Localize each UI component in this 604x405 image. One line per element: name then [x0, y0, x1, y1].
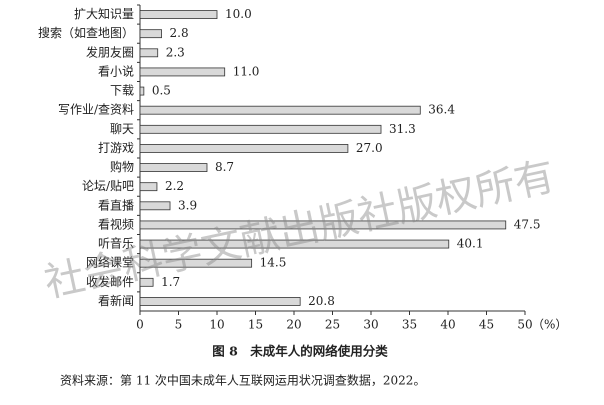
bar [139, 220, 507, 230]
y-tick-label: 收发邮件 [86, 274, 134, 289]
y-tick-label: 看小说 [98, 63, 134, 78]
bar [139, 67, 226, 77]
value-label: 1.7 [161, 275, 180, 289]
bar [139, 144, 349, 153]
y-tick-label: 看新闻 [98, 293, 134, 308]
bar [139, 239, 450, 249]
value-label: 2.3 [166, 45, 185, 59]
value-label: 40.1 [457, 237, 484, 251]
value-label: 0.5 [152, 84, 171, 98]
x-tick-label: 35 [402, 318, 417, 332]
value-label: 11.0 [233, 64, 260, 78]
bar [139, 182, 158, 192]
y-tick-label: 看视频 [98, 216, 134, 231]
x-tick-label: 10 [209, 318, 224, 332]
x-tick-label: 15 [248, 318, 263, 332]
y-tick-label: 写作业/查资料 [58, 103, 134, 117]
bar [139, 163, 208, 172]
source-note: 资料来源：第 11 次中国未成年人互联网运用状况调查数据，2022。 [60, 373, 425, 388]
bar [139, 277, 154, 287]
bar [139, 48, 159, 58]
x-tick-label: 25 [325, 318, 340, 332]
x-tick-label: 50 [517, 318, 532, 332]
value-label: 8.7 [215, 160, 234, 174]
value-label: 20.8 [308, 294, 335, 308]
value-label: 10.0 [225, 7, 252, 21]
value-label: 2.2 [165, 179, 184, 193]
y-tick-label: 论坛/贴吧 [82, 179, 134, 193]
bar [139, 124, 382, 134]
y-tick-label: 网络课堂 [86, 255, 134, 270]
value-label: 2.8 [170, 26, 189, 40]
y-tick-label: 搜索（如查地图） [38, 25, 134, 40]
y-tick-label: 扩大知识量 [74, 7, 134, 21]
y-tick-label: 打游戏 [98, 141, 134, 155]
x-unit: （%） [532, 318, 567, 332]
value-label: 47.5 [514, 217, 541, 231]
bar [139, 201, 171, 211]
value-label: 14.5 [260, 256, 287, 270]
bar [139, 105, 421, 115]
value-label: 27.0 [356, 141, 383, 155]
x-tick-label: 45 [479, 318, 494, 332]
x-tick-label: 5 [175, 318, 183, 332]
x-tick-label: 30 [363, 318, 378, 332]
x-tick-label: 20 [286, 318, 301, 332]
value-label: 31.3 [389, 122, 416, 136]
x-tick-label: 40 [440, 318, 455, 332]
bar [139, 86, 145, 96]
y-tick-label: 听音乐 [98, 236, 134, 251]
bar [139, 297, 301, 306]
y-tick-label: 看直播 [98, 198, 134, 212]
y-tick-label: 聊天 [110, 122, 134, 136]
bar [139, 10, 218, 19]
y-tick-label: 发朋友圈 [86, 44, 134, 59]
bar [139, 258, 253, 268]
value-label: 36.4 [428, 103, 455, 117]
x-tick-label: 0 [136, 318, 144, 332]
y-tick-label: 下载 [110, 84, 134, 98]
y-tick-label: 购物 [110, 159, 134, 174]
chart-title: 图 8 未成年人的网络使用分类 [212, 344, 388, 359]
value-label: 3.9 [178, 198, 197, 212]
bar [139, 29, 162, 39]
